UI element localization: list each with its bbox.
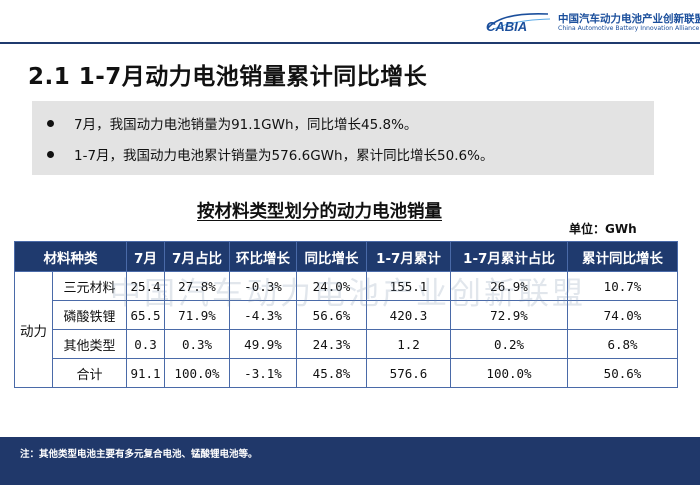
cell-value: 0.2% [450,329,568,359]
cell-value: 155.1 [366,271,451,301]
table-total-row: 合计 91.1 100.0% -3.1% 45.8% 576.6 100.0% … [15,358,678,388]
cell-value: 74.0% [567,300,678,330]
cell-value: 27.8% [164,271,230,301]
cell-material: 磷酸铁锂 [52,300,127,330]
cell-value: 10.7% [567,271,678,301]
header-yoy: 同比增长 [296,241,367,272]
cell-value: 56.6% [296,300,367,330]
summary-bullet-text: 1-7月，我国动力电池累计销量为576.6GWh，累计同比增长50.6%。 [74,148,494,164]
table-header-row: 材料种类 7月 7月占比 环比增长 同比增长 1-7月累计 1-7月累计占比 累… [14,241,678,272]
header-ytd-share: 1-7月累计占比 [450,241,568,272]
table-row: 其他类型 0.3 0.3% 49.9% 24.3% 1.2 0.2% 6.8% [15,329,678,359]
cell-value: 49.9% [229,329,297,359]
cell-value: -3.1% [229,358,297,388]
unit-label: 单位：GWh [569,222,637,236]
header-ytd: 1-7月累计 [366,241,451,272]
header-july: 7月 [126,241,165,272]
logo-english-name: China Automotive Battery Innovation Alli… [558,25,700,32]
table-row: 动力 三元材料 25.4 27.8% -0.3% 24.0% 155.1 26.… [14,271,678,388]
page-title: 2.1 1-7月动力电池销量累计同比增长 [28,64,428,90]
cell-value: 65.5 [126,300,165,330]
header-mom: 环比增长 [229,241,297,272]
cell-value: 420.3 [366,300,451,330]
cell-value: 0.3 [126,329,165,359]
cell-material: 其他类型 [52,329,127,359]
cell-material: 合计 [52,358,127,388]
cell-value: -0.3% [229,271,297,301]
footer-note: 注：其他类型电池主要有多元复合电池、锰酸锂电池等。 [20,449,258,460]
group-label: 动力 [14,271,53,388]
summary-bullet-text: 7月，我国动力电池销量为91.1GWh，同比增长45.8%。 [74,117,418,133]
summary-bullet: 1-7月，我国动力电池累计销量为576.6GWh，累计同比增长50.6%。 [47,144,493,164]
title-divider [0,42,700,44]
cell-value: 0.3% [164,329,230,359]
table-row: 磷酸铁锂 65.5 71.9% -4.3% 56.6% 420.3 72.9% … [15,300,678,330]
summary-box: 7月，我国动力电池销量为91.1GWh，同比增长45.8%。 1-7月，我国动力… [32,101,654,175]
table-title: 按材料类型划分的动力电池销量 [197,202,442,222]
logo-chinese-name: 中国汽车动力电池产业创新联盟 [558,13,700,25]
header-material: 材料种类 [14,241,127,272]
cell-value: 91.1 [126,358,165,388]
header-ytd-yoy: 累计同比增长 [567,241,678,272]
summary-bullet: 7月，我国动力电池销量为91.1GWh，同比增长45.8%。 [47,113,417,133]
cell-value: 576.6 [366,358,451,388]
cell-value: 71.9% [164,300,230,330]
sales-table: 材料种类 7月 7月占比 环比增长 同比增长 1-7月累计 1-7月累计占比 累… [14,241,678,388]
cabia-logo-icon: CABIA [486,12,551,34]
svg-text:CABIA: CABIA [486,19,527,34]
cell-value: -4.3% [229,300,297,330]
cell-value: 100.0% [164,358,230,388]
cell-value: 1.2 [366,329,451,359]
bullet-dot-icon [47,119,54,127]
cabia-logo: CABIA 中国汽车动力电池产业创新联盟 China Automotive Ba… [482,8,700,38]
bullet-dot-icon [47,150,54,158]
cell-value: 24.3% [296,329,367,359]
cell-value: 25.4 [126,271,165,301]
top-band [0,0,700,40]
cell-value: 24.0% [296,271,367,301]
header-july-share: 7月占比 [164,241,230,272]
cell-value: 45.8% [296,358,367,388]
cell-material: 三元材料 [52,271,127,301]
cell-value: 6.8% [567,329,678,359]
cell-value: 50.6% [567,358,678,388]
cell-value: 72.9% [450,300,568,330]
cell-value: 100.0% [450,358,568,388]
cell-value: 26.9% [450,271,568,301]
footer-note-bar: 注：其他类型电池主要有多元复合电池、锰酸锂电池等。 [0,437,700,485]
